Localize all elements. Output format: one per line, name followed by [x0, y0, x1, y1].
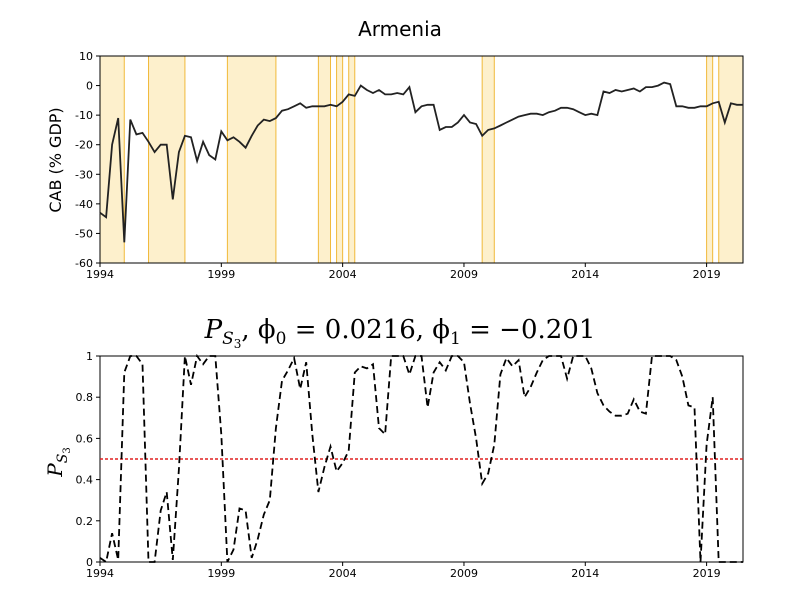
top-series-line — [99, 81, 743, 243]
top-y-tick-label-4: -30 — [75, 168, 93, 181]
shaded-region-3 — [318, 56, 331, 263]
bottom-y-tick-label-4: 0.2 — [76, 515, 94, 528]
top-y-tick-label-0: 10 — [79, 50, 93, 63]
bottom-y-axis-label: PS3 — [43, 447, 73, 477]
bottom-y-tick-label-2: 0.6 — [76, 432, 94, 445]
top-y-tick-label-7: -60 — [75, 257, 93, 270]
shaded-region-2 — [227, 56, 276, 263]
bottom-x-tick-label-1: 1999 — [207, 567, 235, 580]
shaded-region-6 — [482, 56, 495, 263]
bottom-y-tick-label-1: 0.8 — [76, 391, 94, 404]
top-y-tick-label-5: -40 — [75, 198, 93, 211]
bottom-y-tick-label-0: 1 — [86, 350, 93, 363]
top-x-tick-label-2: 2004 — [329, 268, 357, 281]
bottom-x-tick-label-3: 2009 — [450, 567, 478, 580]
bottom-chart-title: PS3, ϕ0 = 0.0216, ϕ1 = −0.201 — [204, 315, 596, 351]
bottom-x-tick-label-2: 2004 — [329, 567, 357, 580]
top-x-tick-label-0: 1994 — [86, 268, 114, 281]
bottom-x-tick-label-0: 1994 — [86, 567, 114, 580]
top-shaded-regions — [99, 56, 744, 263]
top-y-tick-label-3: -20 — [75, 139, 93, 152]
shaded-region-8 — [718, 56, 743, 263]
bottom-y-tick-label-3: 0.4 — [76, 474, 94, 487]
top-y-tick-label-6: -50 — [75, 227, 93, 240]
top-plot-frame — [99, 55, 744, 264]
shaded-region-7 — [706, 56, 713, 263]
top-x-tick-label-3: 2009 — [450, 268, 478, 281]
bottom-x-axis: 1994 1999 2004 2009 2014 2019 — [86, 562, 721, 580]
shaded-region-5 — [348, 56, 355, 263]
shaded-region-4 — [336, 56, 343, 263]
top-y-axis-label: CAB (% GDP) — [46, 107, 65, 212]
top-x-tick-label-1: 1999 — [207, 268, 235, 281]
top-y-axis: 10 0 -10 -20 -30 -40 -50 -60 — [75, 50, 100, 270]
bottom-x-tick-label-4: 2014 — [571, 567, 599, 580]
top-chart: Armenia 10 0 -10 -20 -30 -40 -50 -60 1994 1999 20… — [46, 17, 744, 281]
top-y-tick-label-2: -10 — [75, 109, 93, 122]
shaded-region-1 — [148, 56, 185, 263]
top-x-tick-label-5: 2019 — [693, 268, 721, 281]
bottom-y-axis: 1 0.8 0.6 0.4 0.2 0 — [76, 350, 100, 569]
top-x-axis: 1994 1999 2004 2009 2014 2019 — [86, 263, 721, 281]
bottom-series-line — [99, 353, 743, 564]
top-x-tick-label-4: 2014 — [571, 268, 599, 281]
top-y-tick-label-1: 0 — [86, 80, 93, 93]
bottom-x-tick-label-5: 2019 — [693, 567, 721, 580]
bottom-y-tick-label-5: 0 — [86, 556, 93, 569]
bottom-chart: PS3, ϕ0 = 0.0216, ϕ1 = −0.201 1 0.8 0.6 0.4… — [43, 315, 744, 580]
top-chart-title: Armenia — [358, 17, 442, 41]
